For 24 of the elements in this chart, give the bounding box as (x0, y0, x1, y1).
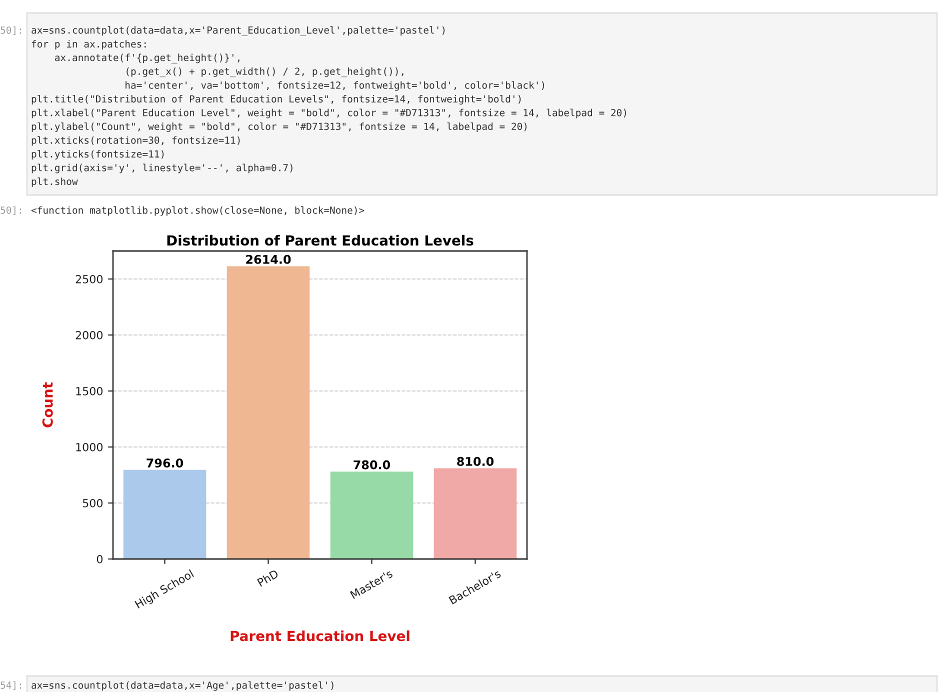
text: <function matplotlib.pyplot.show(close=None, block=None)> (31, 206, 364, 216)
text: ax=sns.countplot(data=data,x='Parent_Education_Level',palette='pastel') for p in ax.patches: ax.annotate(f'{p.get_height()}', (p.get_x() + p.get_width() / 2, p.get_height()), ha='center', va='bottom', fontsize=12, fontweight='bold', color='black') plt.title("Distribution of Parent Education Levels", fontsize=14, fontweight='bold') plt.xlabel("Parent Education Level", weight = "bold", color = "#D71313", fontsize = 14, labelpad = 20) plt.ylabel("Count", weight = "bold", color = "#D71313", fontsize = 14, labelpad = 20) plt.xticks(rotation=30, fontsize=11) plt.yticks(fontsize=11) plt.grid(axis='y', linestyle='--', alpha=0.7) plt.show (32, 26, 626, 187)
x-tick-label: PhD (256, 569, 279, 587)
y-tick-label: 2500 (76, 274, 103, 284)
y-axis-title: Count (42, 382, 53, 428)
x-axis-title: Parent Education Level (230, 630, 410, 642)
data-label: 796.0 (146, 458, 184, 468)
y-tick-label: 1500 (76, 386, 103, 396)
bar (123, 470, 206, 559)
data-label: 810.0 (457, 456, 494, 466)
y-tick-label: 0 (96, 554, 103, 564)
text: ax=sns.countplot(data=data,x='Age',palette='pastel') (32, 681, 334, 691)
y-tick-label: 1000 (76, 442, 103, 452)
text: 50]: (0, 26, 22, 35)
data-label: 780.0 (354, 460, 390, 470)
bar (434, 468, 517, 559)
text: 50]: (0, 206, 22, 215)
text: 54]: (0, 681, 22, 690)
data-label: 2614.0 (246, 254, 291, 264)
y-tick-label: 500 (82, 498, 103, 508)
bar (330, 472, 414, 559)
y-tick-label: 2000 (76, 330, 103, 340)
chart-title: Distribution of Parent Education Levels (167, 234, 474, 246)
bar (226, 266, 310, 559)
